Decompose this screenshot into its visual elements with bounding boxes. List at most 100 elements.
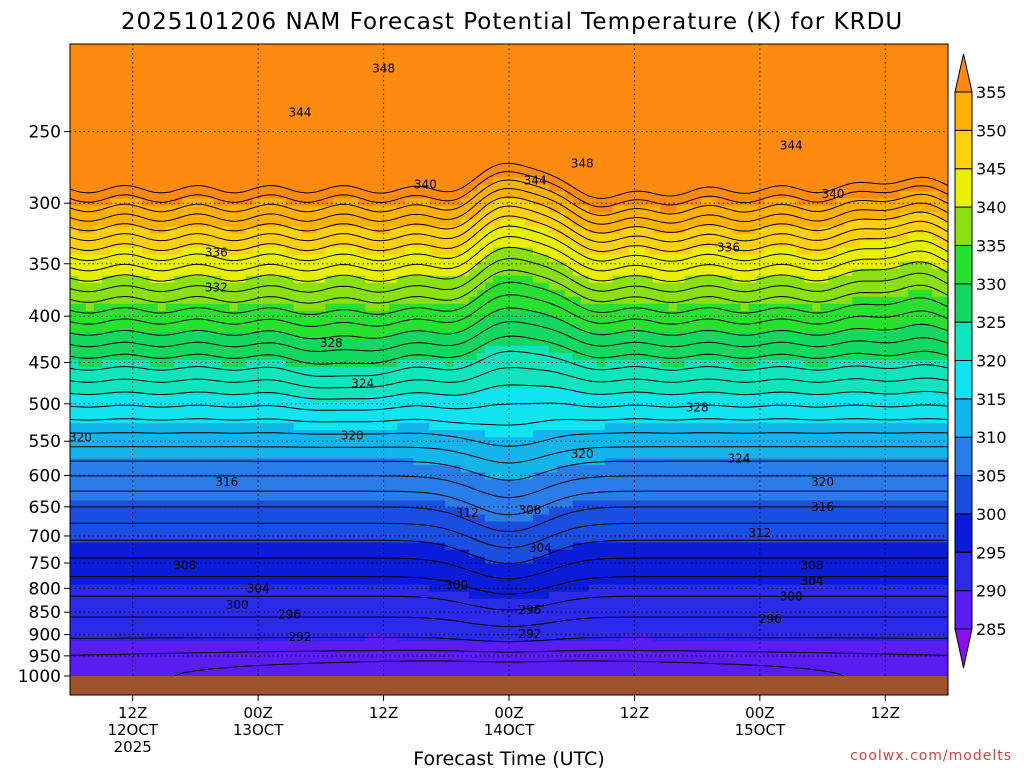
color-cell: [325, 170, 334, 179]
color-cell: [908, 282, 917, 291]
color-cell: [469, 142, 478, 150]
color-cell: [796, 282, 805, 291]
color-cell: [516, 142, 526, 150]
color-cell: [117, 93, 127, 101]
color-cell: [405, 338, 414, 347]
color-cell: [85, 345, 95, 354]
color-cell: [309, 107, 319, 115]
color-cell: [732, 352, 742, 361]
color-cell: [501, 247, 510, 256]
color-cell: [564, 72, 574, 80]
color-cell: [860, 65, 869, 73]
color-cell: [117, 310, 127, 319]
color-cell: [421, 44, 430, 52]
color-cell: [469, 352, 478, 361]
color-cell: [293, 177, 303, 186]
color-cell: [644, 317, 654, 326]
color-cell: [373, 317, 382, 326]
color-cell: [740, 128, 750, 136]
color-cell: [836, 296, 845, 305]
color-cell: [652, 107, 662, 115]
color-cell: [381, 107, 390, 115]
color-cell: [532, 170, 542, 179]
color-cell: [293, 345, 303, 354]
color-cell: [189, 360, 199, 368]
color-cell: [325, 317, 334, 326]
color-cell: [860, 240, 869, 249]
color-cell: [524, 247, 534, 256]
color-cell: [524, 184, 534, 193]
color-cell: [349, 100, 358, 108]
color-cell: [732, 331, 742, 340]
color-cell: [229, 51, 239, 59]
color-cell: [804, 331, 813, 340]
color-cell: [149, 65, 159, 73]
color-cell: [357, 135, 366, 143]
color-cell: [197, 142, 207, 150]
color-cell: [676, 233, 686, 242]
color-cell: [724, 65, 734, 73]
color-cell: [596, 114, 606, 122]
color-cell: [133, 317, 143, 326]
color-cell: [341, 184, 350, 193]
color-cell: [429, 275, 438, 284]
color-cell: [924, 240, 933, 249]
color-cell: [341, 156, 350, 164]
color-cell: [596, 331, 606, 340]
color-cell: [429, 240, 438, 249]
color-cell: [141, 233, 151, 242]
color-cell: [397, 331, 406, 340]
color-cell: [860, 268, 869, 277]
color-cell: [788, 219, 797, 228]
color-cell: [748, 135, 758, 143]
color-cell: [588, 44, 598, 52]
color-cell: [548, 240, 558, 249]
color-cell: [333, 226, 342, 235]
color-cell: [836, 317, 845, 326]
color-cell: [141, 184, 151, 193]
color-cell: [469, 219, 478, 228]
color-cell: [588, 142, 598, 150]
color-cell: [524, 65, 534, 73]
color-cell: [157, 184, 167, 193]
color-cell: [109, 317, 119, 326]
color-cell: [836, 86, 845, 94]
color-cell: [141, 303, 151, 312]
color-cell: [828, 324, 837, 333]
color-cell: [812, 212, 821, 221]
color-cell: [852, 142, 861, 150]
color-cell: [724, 72, 734, 80]
color-cell: [764, 93, 773, 101]
color-cell: [189, 121, 199, 129]
color-cell: [812, 177, 821, 186]
color-cell: [70, 268, 79, 277]
color-cell: [772, 296, 781, 305]
color-cell: [668, 261, 678, 270]
color-cell: [596, 121, 606, 129]
color-cell: [604, 44, 614, 52]
color-cell: [924, 93, 933, 101]
color-cell: [117, 360, 127, 368]
color-cell: [469, 149, 478, 157]
color-cell: [445, 93, 454, 101]
color-cell: [580, 184, 590, 193]
color-cell: [644, 184, 654, 193]
color-cell: [852, 310, 861, 319]
color-cell: [85, 268, 95, 277]
color-cell: [213, 93, 223, 101]
color-cell: [261, 114, 271, 122]
color-cell: [748, 156, 758, 164]
color-cell: [85, 254, 95, 263]
color-cell: [453, 240, 462, 249]
color-cell: [588, 226, 598, 235]
color-cell: [229, 135, 239, 143]
color-cell: [940, 226, 948, 235]
color-cell: [716, 331, 726, 340]
color-cell: [780, 72, 789, 80]
color-cell: [461, 142, 470, 150]
color-cell: [429, 205, 438, 214]
color-cell: [237, 331, 247, 340]
color-cell: [620, 254, 630, 263]
color-cell: [924, 65, 933, 73]
color-cell: [532, 135, 542, 143]
